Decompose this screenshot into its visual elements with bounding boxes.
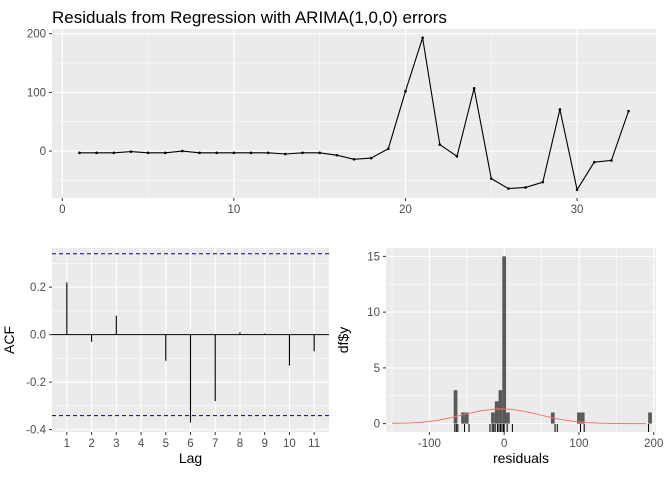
residual-series-ytick-label: 0	[40, 146, 46, 158]
histogram-bar	[506, 412, 510, 424]
histogram-panel: 0 5 10 15 -100 0 100 200 residuals df$y	[335, 248, 663, 466]
residual-point	[163, 151, 167, 155]
residual-point	[438, 143, 442, 146]
residual-point	[507, 187, 510, 190]
residual-point	[404, 89, 407, 93]
histogram-xtick-label: 0	[501, 438, 507, 450]
residual-series-panel: 0 100 200 0 10 20 30	[27, 29, 656, 216]
acf-xtick-label: 2	[88, 438, 94, 450]
residual-series-xtick-label: 30	[571, 204, 584, 216]
histogram-bar	[577, 412, 581, 424]
chart-title: Residuals from Regression with ARIMA(1,0…	[52, 8, 447, 27]
residual-point	[129, 150, 133, 153]
residual-point	[215, 151, 219, 155]
residual-point	[284, 152, 287, 156]
acf-ytick-label: -0.2	[26, 377, 46, 389]
acf-y-axis-title: ACF	[1, 326, 17, 354]
residual-point	[335, 153, 339, 157]
residual-point	[558, 108, 562, 111]
residual-point	[301, 151, 304, 155]
residual-point	[112, 151, 116, 155]
residual-series-xtick-label: 10	[227, 204, 240, 216]
acf-xtick-label: 9	[261, 438, 267, 450]
residual-series-background	[52, 29, 656, 198]
histogram-bar	[494, 401, 499, 424]
acf-xtick-label: 8	[237, 438, 243, 450]
residual-series-xtick-label: 0	[59, 204, 65, 216]
acf-xtick-label: 10	[283, 438, 296, 450]
residual-point	[472, 86, 476, 90]
acf-x-axis-title: Lag	[179, 450, 202, 466]
histogram-ytick-label: 5	[374, 363, 380, 375]
histogram-bar	[580, 412, 585, 424]
histogram-xtick-label: 100	[569, 438, 588, 450]
residual-point	[78, 151, 81, 155]
histogram-y-axis-title: df$y	[335, 327, 351, 353]
acf-xtick-label: 4	[138, 438, 145, 450]
acf-panel: -0.4 -0.2 0.0 0.2 1 2 3 4 5 6 7 8 9 10 11 Lag ACF	[1, 248, 329, 466]
histogram-xtick-label: 200	[644, 438, 663, 450]
residual-series-ytick-label: 200	[27, 29, 46, 41]
acf-xtick-label: 11	[308, 438, 320, 450]
residual-point	[575, 188, 579, 192]
acf-ytick-label: 0.0	[30, 330, 46, 342]
density-curve	[391, 408, 647, 425]
residual-point	[266, 151, 270, 155]
histogram-x-axis-title: residuals	[493, 450, 549, 466]
residual-series-ytick-label: 100	[27, 87, 46, 99]
histogram-bar	[502, 256, 507, 424]
histogram-bar	[648, 412, 652, 424]
acf-xtick-label: 1	[64, 438, 70, 450]
residual-point	[489, 177, 493, 180]
residual-point	[232, 151, 236, 155]
histogram-xtick-label: -100	[418, 438, 441, 450]
residual-point	[421, 36, 424, 40]
residual-point	[455, 155, 459, 158]
residual-point	[627, 109, 630, 113]
acf-ytick-label: -0.4	[26, 425, 46, 437]
residual-point	[541, 180, 545, 184]
histogram-bar	[461, 412, 465, 424]
residual-point	[146, 151, 150, 155]
histogram-ytick-label: 0	[374, 419, 380, 431]
acf-xtick-label: 3	[113, 438, 119, 450]
histogram-bar	[464, 412, 469, 424]
histogram-bar	[491, 412, 495, 424]
acf-xtick-label: 7	[212, 438, 218, 450]
residual-point	[318, 151, 321, 155]
residual-point	[181, 149, 184, 153]
acf-xtick-label: 5	[163, 438, 169, 450]
residual-point	[387, 147, 390, 151]
histogram-ytick-label: 15	[367, 251, 380, 263]
residual-point	[95, 151, 98, 155]
residual-point	[592, 160, 596, 164]
residual-point	[524, 186, 527, 189]
residual-point	[369, 156, 373, 160]
histogram-bar	[453, 390, 458, 424]
acf-ytick-label: 0.2	[30, 282, 46, 294]
histogram-ytick-label: 10	[367, 307, 380, 319]
residual-point	[610, 159, 613, 162]
histogram-bar	[498, 390, 503, 424]
residual-point	[352, 157, 356, 161]
acf-xtick-label: 6	[187, 438, 193, 450]
residual-point	[249, 151, 253, 155]
residual-point	[198, 151, 201, 155]
residual-series-xtick-label: 20	[399, 204, 412, 216]
